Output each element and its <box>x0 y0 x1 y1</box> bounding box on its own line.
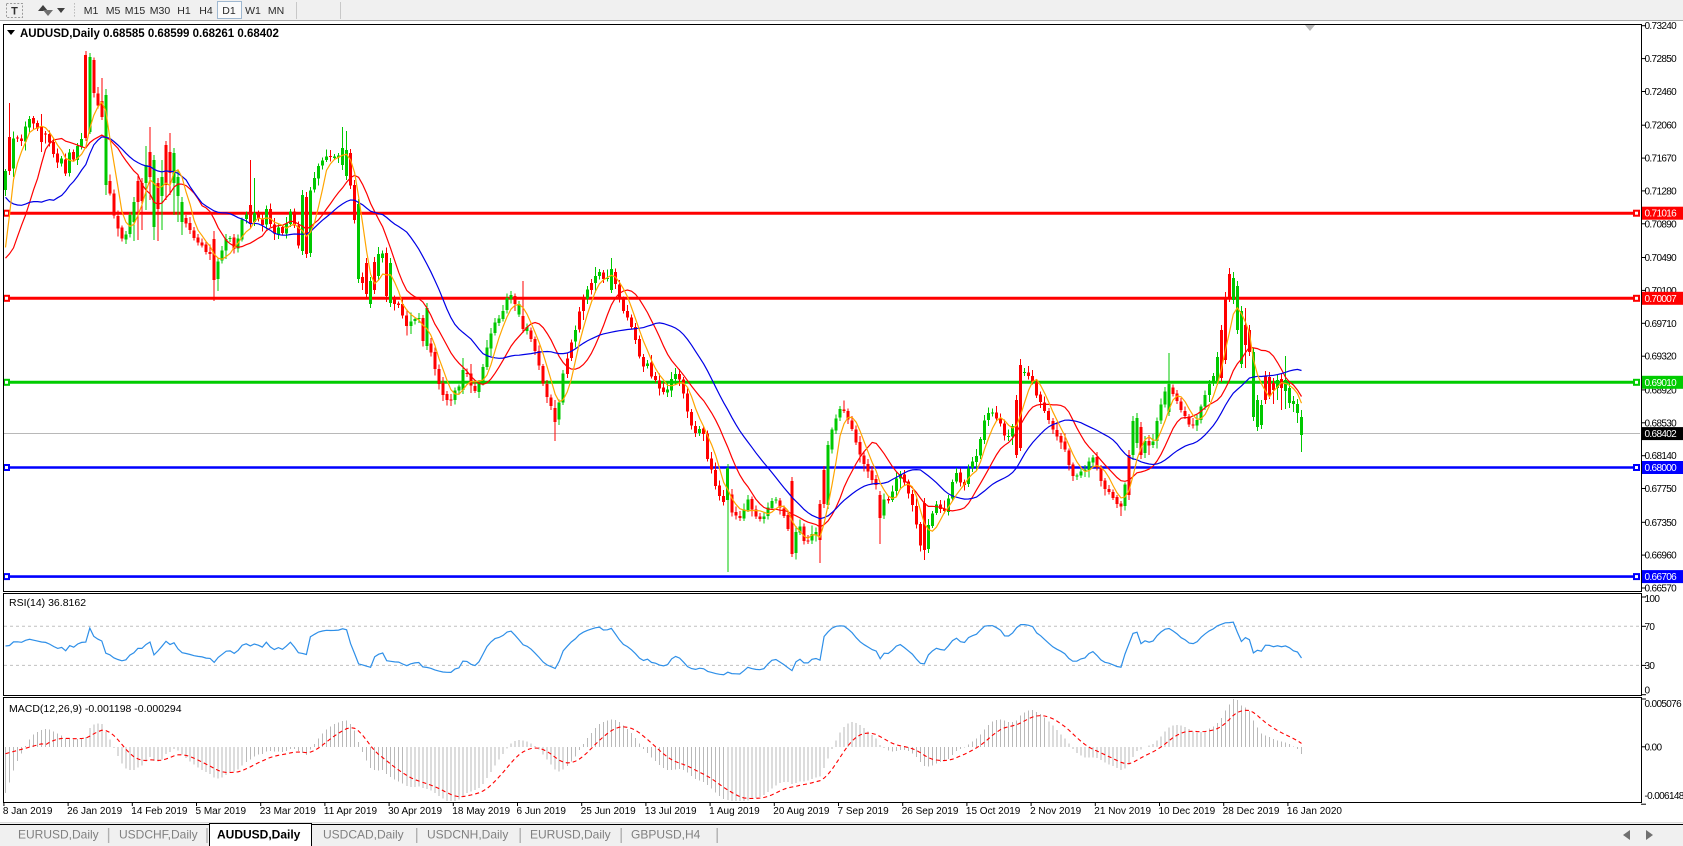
svg-text:AUDUSD,Daily: AUDUSD,Daily <box>217 828 301 842</box>
svg-text:0.68402: 0.68402 <box>1645 429 1678 440</box>
svg-text:100: 100 <box>1645 594 1661 605</box>
svg-text:0.69710: 0.69710 <box>1645 319 1678 330</box>
svg-text:MACD(12,26,9) -0.001198 -0.000: MACD(12,26,9) -0.001198 -0.000294 <box>9 703 182 715</box>
svg-text:0.71670: 0.71670 <box>1645 154 1678 165</box>
svg-text:0.68000: 0.68000 <box>1645 463 1678 474</box>
svg-text:0.72460: 0.72460 <box>1645 87 1678 98</box>
svg-text:H4: H4 <box>199 5 213 17</box>
svg-text:13 Jul 2019: 13 Jul 2019 <box>645 806 697 817</box>
svg-text:25 Jun 2019: 25 Jun 2019 <box>581 806 636 817</box>
svg-text:0.72850: 0.72850 <box>1645 54 1678 65</box>
svg-text:30 Apr 2019: 30 Apr 2019 <box>388 806 442 817</box>
svg-text:0.69320: 0.69320 <box>1645 352 1678 363</box>
svg-text:0.66706: 0.66706 <box>1645 572 1678 583</box>
svg-text:AUDUSD,Daily 0.68585 0.68599: AUDUSD,Daily 0.68585 0.68599 0.68261 0.6… <box>20 28 279 40</box>
svg-text:USDCNH,Daily: USDCNH,Daily <box>427 828 508 842</box>
svg-text:0.67750: 0.67750 <box>1645 484 1678 495</box>
svg-text:USDCHF,Daily: USDCHF,Daily <box>119 828 198 842</box>
svg-text:M30: M30 <box>150 5 171 17</box>
svg-text:26 Jan 2019: 26 Jan 2019 <box>67 806 122 817</box>
svg-text:0: 0 <box>1645 686 1651 697</box>
svg-text:0.66960: 0.66960 <box>1645 551 1678 562</box>
svg-text:0.68140: 0.68140 <box>1645 451 1678 462</box>
svg-text:EURUSD,Daily: EURUSD,Daily <box>530 828 611 842</box>
svg-text:0.005076: 0.005076 <box>1645 699 1683 710</box>
svg-text:70: 70 <box>1645 622 1656 633</box>
svg-text:0.70490: 0.70490 <box>1645 253 1678 264</box>
svg-text:23 Mar 2019: 23 Mar 2019 <box>260 806 317 817</box>
svg-text:USDCAD,Daily: USDCAD,Daily <box>323 828 404 842</box>
svg-text:21 Nov 2019: 21 Nov 2019 <box>1094 806 1151 817</box>
svg-text:0.69010: 0.69010 <box>1645 378 1678 389</box>
svg-text:0.66570: 0.66570 <box>1645 584 1678 595</box>
svg-text:15 Oct 2019: 15 Oct 2019 <box>966 806 1021 817</box>
svg-text:M5: M5 <box>106 5 121 17</box>
svg-text:RSI(14) 36.8162: RSI(14) 36.8162 <box>9 597 86 609</box>
svg-text:16 Jan 2020: 16 Jan 2020 <box>1287 806 1342 817</box>
svg-text:MN: MN <box>268 5 284 17</box>
svg-text:0.71280: 0.71280 <box>1645 186 1678 197</box>
svg-text:1 Aug 2019: 1 Aug 2019 <box>709 806 760 817</box>
svg-text:GBPUSD,H4: GBPUSD,H4 <box>631 828 701 842</box>
svg-text:14 Feb 2019: 14 Feb 2019 <box>131 806 188 817</box>
svg-text:0.71016: 0.71016 <box>1645 209 1678 220</box>
svg-text:26 Sep 2019: 26 Sep 2019 <box>902 806 959 817</box>
svg-text:7 Sep 2019: 7 Sep 2019 <box>838 806 890 817</box>
svg-text:H1: H1 <box>177 5 191 17</box>
svg-text:D1: D1 <box>222 5 236 17</box>
svg-text:20 Aug 2019: 20 Aug 2019 <box>773 806 830 817</box>
svg-text:M1: M1 <box>84 5 99 17</box>
svg-text:M15: M15 <box>125 5 146 17</box>
svg-text:0.67350: 0.67350 <box>1645 518 1678 529</box>
svg-text:0.70100: 0.70100 <box>1645 286 1678 297</box>
svg-text:5 Mar 2019: 5 Mar 2019 <box>196 806 247 817</box>
svg-text:EURUSD,Daily: EURUSD,Daily <box>18 828 99 842</box>
svg-text:0.68920: 0.68920 <box>1645 385 1678 396</box>
svg-text:0.70007: 0.70007 <box>1645 294 1678 305</box>
svg-text:8 Jan 2019: 8 Jan 2019 <box>3 806 53 817</box>
svg-text:11 Apr 2019: 11 Apr 2019 <box>324 806 378 817</box>
svg-text:0.70890: 0.70890 <box>1645 219 1678 230</box>
svg-text:2 Nov 2019: 2 Nov 2019 <box>1030 806 1082 817</box>
svg-text:0.68530: 0.68530 <box>1645 418 1678 429</box>
svg-text:28 Dec 2019: 28 Dec 2019 <box>1223 806 1280 817</box>
svg-text:0.00: 0.00 <box>1645 742 1663 753</box>
svg-text:-0.006148: -0.006148 <box>1645 791 1683 802</box>
svg-text:T: T <box>11 6 18 18</box>
svg-text:18 May 2019: 18 May 2019 <box>452 806 510 817</box>
svg-text:6 Jun 2019: 6 Jun 2019 <box>517 806 567 817</box>
svg-text:30: 30 <box>1645 661 1656 672</box>
svg-text:W1: W1 <box>245 5 261 17</box>
svg-text:10 Dec 2019: 10 Dec 2019 <box>1159 806 1216 817</box>
svg-text:0.73240: 0.73240 <box>1645 21 1678 32</box>
svg-text:0.72060: 0.72060 <box>1645 121 1678 132</box>
